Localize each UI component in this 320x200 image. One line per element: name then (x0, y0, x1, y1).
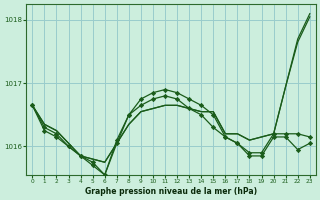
X-axis label: Graphe pression niveau de la mer (hPa): Graphe pression niveau de la mer (hPa) (85, 187, 257, 196)
